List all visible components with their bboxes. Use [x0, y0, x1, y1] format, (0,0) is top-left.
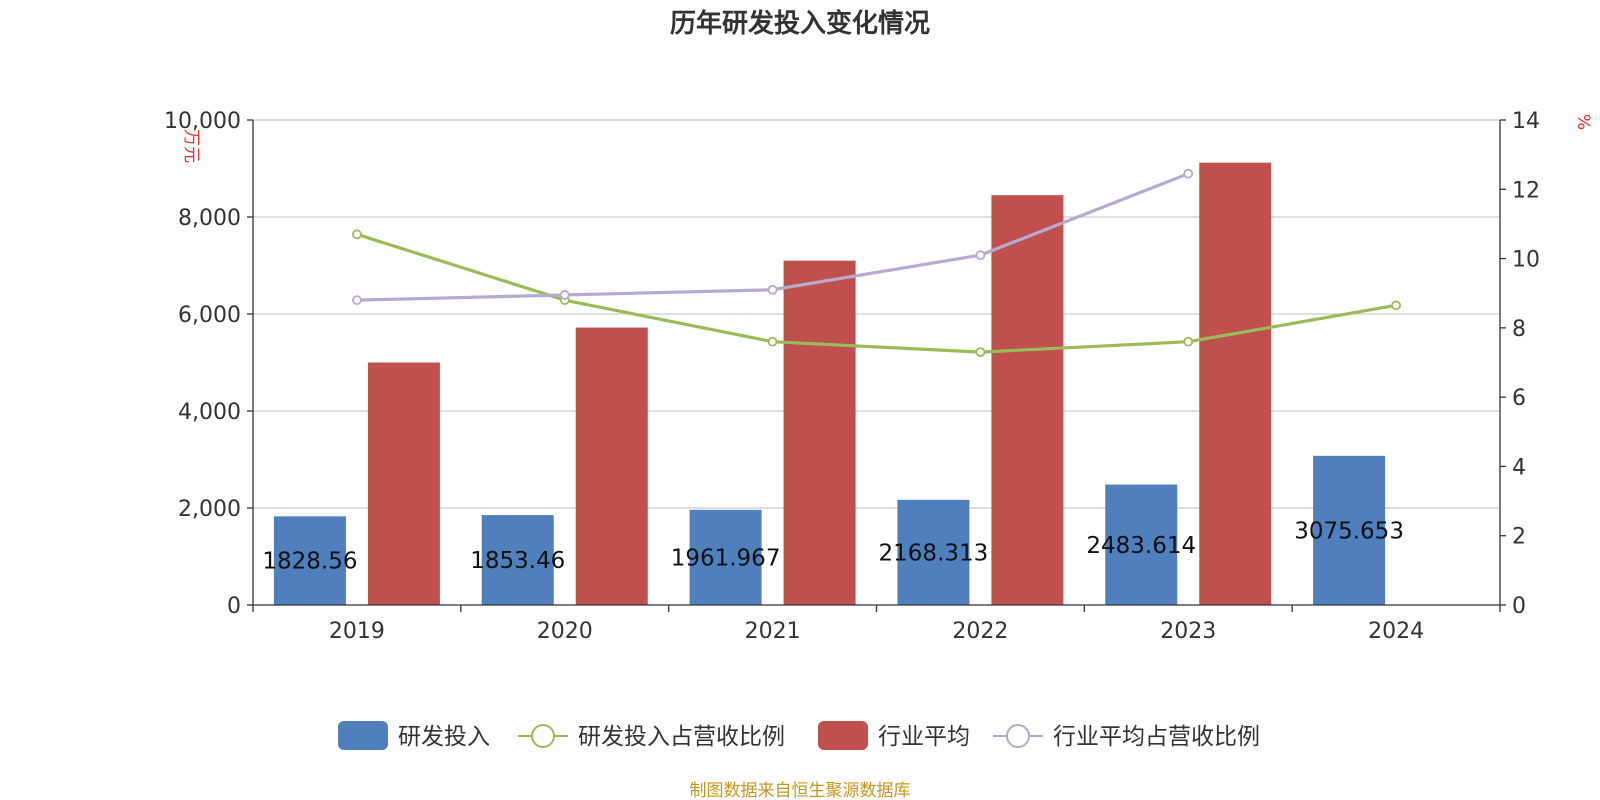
bar-industry-average [991, 195, 1064, 606]
x-axis-tick-label: 2020 [537, 619, 593, 644]
bar-industry-average [1199, 162, 1272, 605]
line-point [352, 229, 362, 240]
left-axis-tick-label: 0 [227, 594, 241, 619]
legend-label: 行业平均占营收比例 [1053, 724, 1260, 750]
bar-rd-investment [1105, 484, 1178, 605]
bar-value-label: 2168.313 [879, 540, 989, 566]
legend-label: 研发投入 [398, 724, 490, 750]
right-axis-tick-label: 2 [1512, 525, 1526, 550]
grid [253, 119, 1500, 509]
bar-industry-average [783, 260, 856, 605]
axes: 0 2,000 4,000 6,000 8,000 10,000 0 2 4 6 8 10 12 14 万元… [164, 109, 1593, 644]
line-point [767, 336, 778, 347]
right-axis-tick-label: 6 [1512, 386, 1526, 411]
bar-value-label: 1828.56 [262, 549, 357, 575]
left-axis-unit: 万元 [181, 129, 201, 163]
bar-industry-average [367, 362, 440, 605]
bar-value-label: 1853.46 [470, 548, 565, 574]
bar-rd-investment [481, 515, 554, 605]
left-axis-tick-label: 2,000 [178, 497, 241, 522]
bar-value-label: 1961.967 [671, 545, 781, 571]
x-axis-tick-label: 2021 [745, 619, 801, 644]
line-point [1183, 168, 1194, 179]
x-axis-tick-label: 2023 [1160, 619, 1216, 644]
line-point [1391, 300, 1401, 311]
legend: 研发投入 研发投入占营收比例 行业平均 行业平均占营收比例 [338, 721, 1260, 750]
right-axis-tick-label: 4 [1512, 455, 1526, 480]
right-axis-unit: % [1573, 114, 1593, 130]
bar-rd-investment [689, 509, 762, 605]
bar-value-label: 3075.653 [1294, 518, 1404, 544]
right-axis-tick-label: 14 [1512, 109, 1540, 134]
bar-rd-investment [273, 516, 346, 605]
x-axis-tick-label: 2022 [952, 619, 1008, 644]
source-note: 制图数据来自恒生聚源数据库 [690, 781, 911, 800]
right-axis-tick-label: 0 [1512, 594, 1526, 619]
legend-label: 行业平均 [878, 724, 970, 750]
right-axis-tick-label: 12 [1512, 178, 1540, 203]
line-point [975, 347, 986, 358]
line-point [559, 290, 570, 300]
line-point [975, 250, 986, 261]
bar-industry-average [575, 327, 648, 605]
data-labels: 1828.56 1853.46 1961.967 2168.313 2483.614 30… [262, 518, 1404, 574]
legend-item: 研发投入占营收比例 [518, 724, 785, 750]
bar-rd-investment [1313, 455, 1386, 605]
line-point [1183, 336, 1194, 347]
legend-swatch [818, 721, 868, 750]
legend-label: 研发投入占营收比例 [578, 724, 785, 750]
line-series-1 [356, 172, 1189, 302]
legend-item: 行业平均占营收比例 [993, 724, 1260, 750]
bars [273, 162, 1386, 606]
left-axis-tick-label: 10,000 [164, 109, 241, 134]
line-point [352, 295, 362, 306]
bar-rd-investment [897, 499, 970, 605]
legend-marker [531, 724, 555, 748]
legend-item: 研发投入 [338, 721, 490, 750]
bar-value-label: 2483.614 [1086, 533, 1196, 559]
right-axis-tick-label: 8 [1512, 317, 1526, 342]
line-series-0 [356, 232, 1397, 354]
legend-item: 行业平均 [818, 721, 970, 750]
left-axis-tick-label: 8,000 [178, 206, 241, 231]
legend-marker [1006, 724, 1030, 748]
x-axis-tick-label: 2019 [329, 619, 385, 644]
right-axis-tick-label: 10 [1512, 248, 1540, 273]
left-axis-tick-label: 6,000 [178, 303, 241, 328]
chart-title: 历年研发投入变化情况 [670, 8, 930, 39]
line-point [767, 284, 778, 295]
legend-swatch [338, 721, 388, 750]
lines [352, 168, 1401, 358]
x-axis-tick-label: 2024 [1368, 619, 1424, 644]
left-axis-tick-label: 4,000 [178, 400, 241, 425]
